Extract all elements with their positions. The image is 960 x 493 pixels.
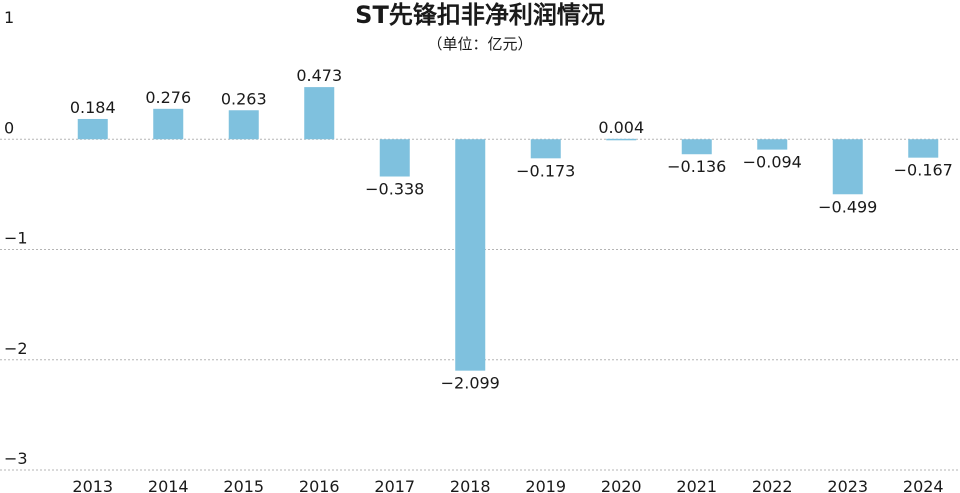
bar-2022 <box>757 139 788 150</box>
y-tick-label: −2 <box>4 339 28 358</box>
data-label: 0.276 <box>145 88 191 107</box>
y-axis-ticks: 1 0 −1 −2 −3 <box>4 8 28 468</box>
data-label: −0.136 <box>667 157 726 176</box>
bar-2013 <box>77 118 108 140</box>
bar-2019 <box>530 139 561 159</box>
x-tick-label: 2022 <box>752 477 793 493</box>
x-tick-label: 2017 <box>374 477 415 493</box>
x-axis-ticks: 2013 2014 2015 2016 2017 2018 2019 2020 2021 2022… <box>72 477 943 493</box>
data-label: −0.338 <box>365 180 424 199</box>
data-label: 0.004 <box>598 118 644 137</box>
bar-2014 <box>153 108 184 140</box>
x-tick-label: 2016 <box>299 477 340 493</box>
x-tick-label: 2021 <box>676 477 717 493</box>
data-label: 0.184 <box>70 98 116 117</box>
bar-2023 <box>832 139 863 195</box>
data-label: 0.263 <box>221 89 267 108</box>
bar-2024 <box>908 139 939 158</box>
x-tick-label: 2014 <box>148 477 189 493</box>
x-tick-label: 2024 <box>903 477 944 493</box>
bar-2016 <box>304 87 335 140</box>
bar-2015 <box>228 110 259 140</box>
bars <box>77 87 939 371</box>
bar-2020 <box>606 138 637 141</box>
data-labels: 0.184 0.276 0.263 0.473 −0.338 −2.099 −0.173 0.… <box>70 66 953 393</box>
y-tick-label: −1 <box>4 229 28 248</box>
data-label: −0.094 <box>743 153 802 172</box>
x-tick-label: 2023 <box>827 477 868 493</box>
data-label: −0.173 <box>516 161 575 180</box>
x-tick-label: 2020 <box>601 477 642 493</box>
data-label: 0.473 <box>296 66 342 85</box>
x-tick-label: 2013 <box>72 477 113 493</box>
data-label: −2.099 <box>441 374 500 393</box>
bar-2018 <box>455 139 486 371</box>
data-label: −0.167 <box>894 161 953 180</box>
y-tick-label: 1 <box>4 8 14 27</box>
y-tick-label: 0 <box>4 118 14 137</box>
bar-2017 <box>379 139 410 177</box>
x-tick-label: 2019 <box>525 477 566 493</box>
data-label: −0.499 <box>818 197 877 216</box>
y-tick-label: −3 <box>4 449 28 468</box>
chart-title: ST先锋扣非净利润情况 <box>355 1 605 29</box>
x-tick-label: 2015 <box>223 477 264 493</box>
chart-subtitle: （单位：亿元） <box>427 35 533 53</box>
bar-2021 <box>681 139 712 155</box>
x-tick-label: 2018 <box>450 477 491 493</box>
